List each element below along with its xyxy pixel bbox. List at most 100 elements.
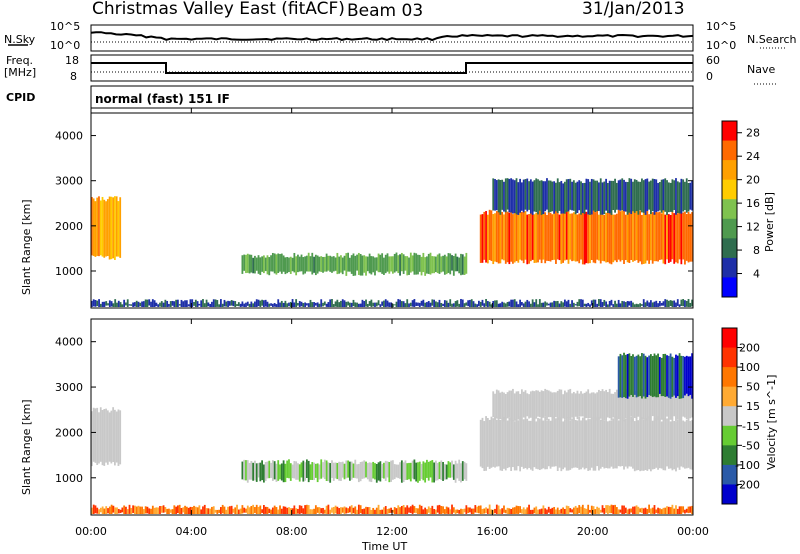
- scatter-cell: [648, 302, 650, 307]
- colorbar-tick-label: -50: [742, 439, 760, 452]
- scatter-cell: [254, 255, 256, 274]
- scatter-cell: [574, 393, 577, 417]
- colorbar-segment: [722, 160, 737, 181]
- scatter-cell: [422, 299, 425, 307]
- scatter-cell: [572, 507, 575, 514]
- scatter-cell: [417, 508, 419, 514]
- x-tick-label: 20:00: [577, 525, 609, 538]
- scatter-cell: [528, 301, 530, 307]
- scatter-cell: [445, 464, 448, 480]
- scatter-cell: [429, 302, 432, 307]
- scatter-cell: [684, 211, 686, 265]
- scatter-cell: [589, 211, 591, 264]
- scatter-cell: [465, 252, 468, 274]
- scatter-cell: [558, 389, 561, 420]
- scatter-cell: [458, 303, 461, 307]
- scatter-cell: [495, 419, 498, 467]
- scatter-cell: [691, 353, 693, 399]
- scatter-cell: [241, 505, 244, 514]
- scatter-cell: [662, 390, 665, 421]
- scatter-cell: [478, 300, 480, 307]
- colorbar-tick-label: -100: [735, 459, 760, 472]
- scatter-cell: [374, 463, 376, 480]
- scatter-cell: [486, 418, 489, 467]
- scatter-cell: [440, 505, 443, 514]
- scatter-cell: [245, 460, 247, 481]
- scatter-cell: [352, 253, 355, 276]
- scatter-cell: [372, 507, 375, 514]
- scatter-cell: [624, 391, 627, 419]
- scatter-cell: [451, 460, 453, 478]
- scatter-cell: [689, 389, 692, 419]
- scatter-cell: [103, 508, 106, 514]
- scatter-cell: [150, 508, 152, 514]
- scatter-cell: [651, 178, 654, 212]
- scatter-cell: [345, 460, 348, 479]
- scatter-cell: [644, 392, 647, 421]
- scatter-cell: [626, 417, 629, 469]
- scatter-cell: [666, 355, 668, 397]
- colorbar-segment: [722, 257, 737, 278]
- scatter-feature: [479, 416, 693, 472]
- noise-sky-line: [90, 31, 694, 42]
- scatter-cell: [614, 178, 616, 213]
- scatter-cell: [607, 210, 609, 263]
- scatter-cell: [336, 252, 339, 275]
- scatter-cell: [298, 505, 301, 514]
- scatter-cell: [343, 300, 346, 307]
- scatter-cell: [392, 303, 394, 307]
- scatter-cell: [141, 506, 143, 514]
- scatter-cell: [347, 252, 349, 272]
- scatter-cell: [537, 179, 539, 215]
- scatter-cell: [488, 504, 491, 514]
- scatter-cell: [685, 419, 688, 469]
- scatter-cell: [667, 418, 670, 469]
- scatter-cell: [350, 255, 353, 274]
- scatter-cell: [528, 181, 530, 210]
- scatter-cell: [148, 508, 151, 514]
- scatter-cell: [177, 505, 179, 514]
- scatter-cell: [650, 354, 652, 396]
- scatter-cell: [106, 199, 109, 257]
- scatter-cell: [626, 209, 629, 263]
- scatter-cell: [535, 421, 538, 469]
- scatter-cell: [408, 303, 410, 307]
- scatter-cell: [404, 460, 407, 481]
- scatter-cell: [336, 506, 339, 514]
- scatter-cell: [578, 180, 581, 211]
- scatter-cell: [297, 508, 299, 514]
- scatter-cell: [547, 210, 550, 262]
- scatter-cell: [162, 505, 165, 513]
- scatter-cell: [560, 389, 563, 421]
- scatter-cell: [567, 389, 570, 418]
- scatter-cell: [461, 299, 464, 307]
- scatter-cell: [99, 303, 102, 307]
- scatter-cell: [106, 410, 109, 465]
- scatter-cell: [426, 459, 428, 478]
- scatter-cell: [307, 303, 310, 307]
- power-scatter-layer: [91, 178, 693, 307]
- scatter-cell: [94, 505, 97, 514]
- scatter-cell: [354, 506, 357, 514]
- scatter-cell: [479, 214, 482, 263]
- scatter-cell: [436, 462, 439, 481]
- colorbar-segment: [722, 445, 737, 466]
- scatter-cell: [607, 304, 609, 307]
- colorbar-tick-label: 12: [746, 221, 760, 234]
- scatter-cell: [340, 462, 342, 481]
- scatter-cell: [626, 509, 629, 514]
- scatter-cell: [411, 255, 414, 272]
- scatter-cell: [648, 181, 650, 210]
- scatter-cell: [576, 420, 579, 468]
- scatter-cell: [589, 509, 591, 513]
- scatter-cell: [564, 390, 566, 420]
- x-tick-label: 00:00: [677, 525, 709, 538]
- scatter-cell: [562, 421, 564, 470]
- scatter-cell: [623, 419, 625, 470]
- scatter-cell: [675, 178, 677, 215]
- scatter-cell: [676, 299, 679, 306]
- scatter-cell: [361, 509, 364, 514]
- scatter-cell: [669, 507, 672, 514]
- scatter-cell: [553, 392, 556, 419]
- scatter-cell: [440, 302, 443, 307]
